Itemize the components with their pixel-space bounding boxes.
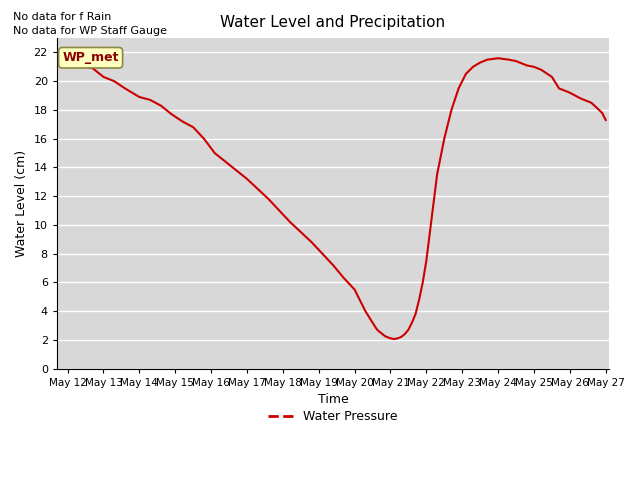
- Legend: Water Pressure: Water Pressure: [263, 406, 403, 428]
- Text: WP_met: WP_met: [62, 51, 119, 64]
- Text: No data for f Rain: No data for f Rain: [13, 12, 111, 22]
- Y-axis label: Water Level (cm): Water Level (cm): [15, 150, 28, 257]
- Title: Water Level and Precipitation: Water Level and Precipitation: [221, 15, 445, 30]
- Text: No data for WP Staff Gauge: No data for WP Staff Gauge: [13, 26, 167, 36]
- X-axis label: Time: Time: [317, 393, 348, 406]
